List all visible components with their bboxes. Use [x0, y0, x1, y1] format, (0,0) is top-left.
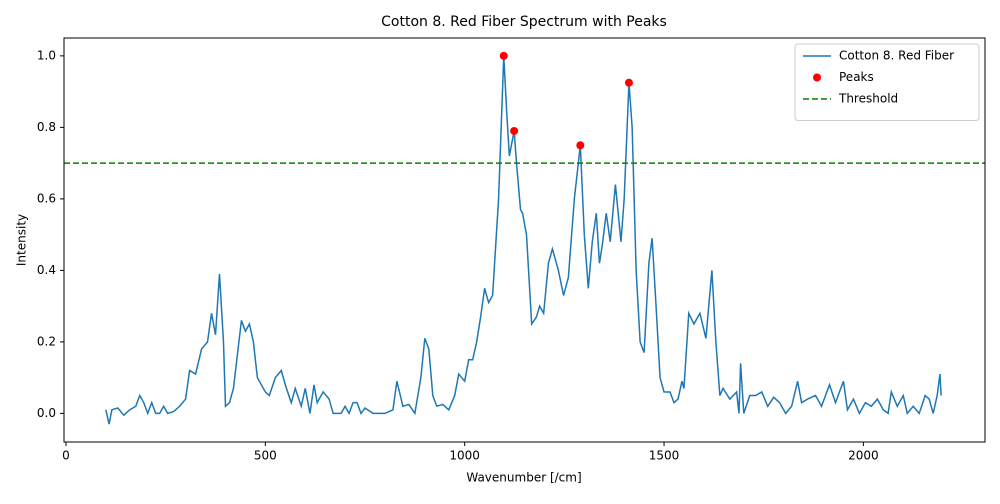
legend-marker	[813, 73, 821, 82]
legend-box	[794, 43, 980, 121]
axes-frame	[63, 37, 986, 443]
x-tick-label: 0	[62, 449, 70, 463]
legend-label: Peaks	[839, 70, 874, 84]
peak-marker	[499, 51, 508, 60]
y-tick-label: 0.6	[37, 191, 56, 205]
legend-label: Cotton 8. Red Fiber	[839, 49, 954, 63]
spectrum-line	[105, 55, 942, 425]
x-tick-label: 1500	[649, 449, 680, 463]
y-tick-label: 0.2	[37, 334, 56, 348]
chart-title: Cotton 8. Red Fiber Spectrum with Peaks	[381, 14, 667, 30]
peak-marker	[510, 126, 519, 135]
peak-marker	[576, 141, 585, 150]
x-tick-label: 2000	[848, 449, 879, 463]
y-tick-label: 0.8	[37, 120, 56, 134]
legend-label: Threshold	[838, 92, 898, 106]
x-axis-label: Wavenumber [/cm]	[466, 471, 581, 485]
y-axis-label: Intensity	[15, 214, 29, 266]
y-tick-label: 0.0	[37, 406, 56, 420]
x-tick-label: 500	[254, 449, 277, 463]
y-tick-label: 0.4	[37, 263, 56, 277]
x-tick-label: 1000	[449, 449, 480, 463]
y-tick-label: 1.0	[37, 48, 56, 62]
peak-marker	[624, 78, 633, 87]
